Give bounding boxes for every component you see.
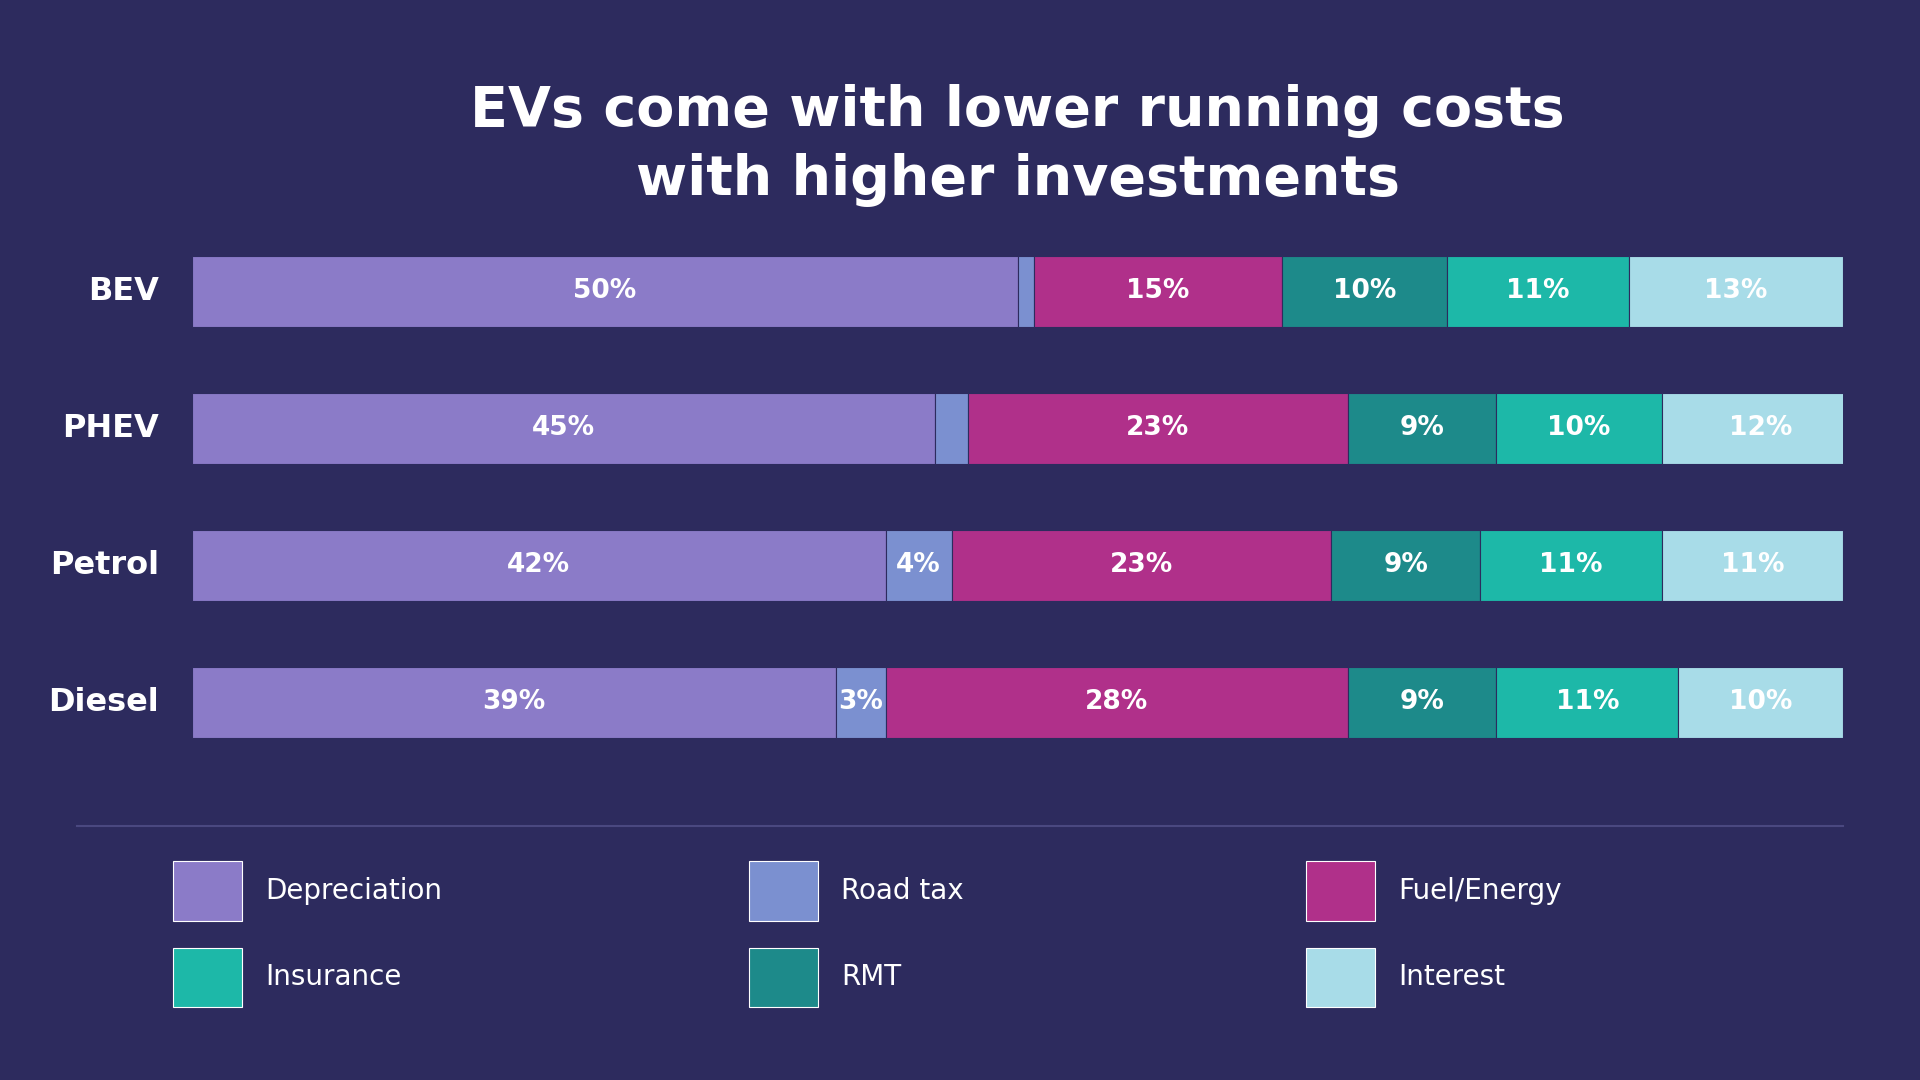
Text: 11%: 11% (1720, 552, 1784, 578)
Text: Road tax: Road tax (841, 877, 964, 905)
Bar (1661, 393, 1860, 464)
Bar (885, 529, 952, 600)
Bar (192, 666, 835, 738)
Text: EVs come with lower running costs
with higher investments: EVs come with lower running costs with h… (470, 84, 1565, 207)
Text: 9%: 9% (1400, 416, 1444, 442)
Text: RMT: RMT (841, 963, 900, 991)
Text: 50%: 50% (574, 279, 636, 305)
Text: 13%: 13% (1705, 279, 1768, 305)
Bar (952, 529, 1331, 600)
Text: 9%: 9% (1382, 552, 1428, 578)
Text: BEV: BEV (88, 275, 159, 307)
Bar (1448, 256, 1628, 327)
Bar (885, 666, 1348, 738)
Text: 3%: 3% (839, 689, 883, 715)
Bar (192, 256, 1018, 327)
Text: 39%: 39% (482, 689, 545, 715)
Text: Interest: Interest (1398, 963, 1505, 991)
Bar (192, 529, 885, 600)
Text: 10%: 10% (1728, 689, 1793, 715)
Bar (1331, 529, 1480, 600)
Bar (935, 393, 968, 464)
Bar (1018, 256, 1035, 327)
Bar (1348, 393, 1496, 464)
Text: Diesel: Diesel (48, 687, 159, 718)
Text: 11%: 11% (1555, 689, 1619, 715)
Text: 42%: 42% (507, 552, 570, 578)
Text: 23%: 23% (1127, 416, 1190, 442)
Bar (1628, 256, 1843, 327)
Bar (1496, 393, 1661, 464)
Text: 4%: 4% (897, 552, 941, 578)
Text: 23%: 23% (1110, 552, 1173, 578)
Text: PHEV: PHEV (61, 413, 159, 444)
Text: 28%: 28% (1085, 689, 1148, 715)
Text: 45%: 45% (532, 416, 595, 442)
Bar (968, 393, 1348, 464)
Text: 9%: 9% (1400, 689, 1444, 715)
Bar (1480, 529, 1661, 600)
Text: Petrol: Petrol (50, 550, 159, 581)
Text: 11%: 11% (1540, 552, 1603, 578)
Bar (1283, 256, 1448, 327)
Text: 10%: 10% (1332, 279, 1396, 305)
Bar (1035, 256, 1283, 327)
Bar (1661, 529, 1843, 600)
Text: Insurance: Insurance (265, 963, 401, 991)
Text: 11%: 11% (1505, 279, 1569, 305)
Bar (1348, 666, 1496, 738)
Text: 15%: 15% (1127, 279, 1190, 305)
Bar (835, 666, 885, 738)
Bar (192, 393, 935, 464)
Text: Depreciation: Depreciation (265, 877, 442, 905)
Text: Fuel/Energy: Fuel/Energy (1398, 877, 1561, 905)
Text: 10%: 10% (1548, 416, 1611, 442)
Bar (1496, 666, 1678, 738)
Text: 12%: 12% (1728, 416, 1793, 442)
Bar (1678, 666, 1843, 738)
